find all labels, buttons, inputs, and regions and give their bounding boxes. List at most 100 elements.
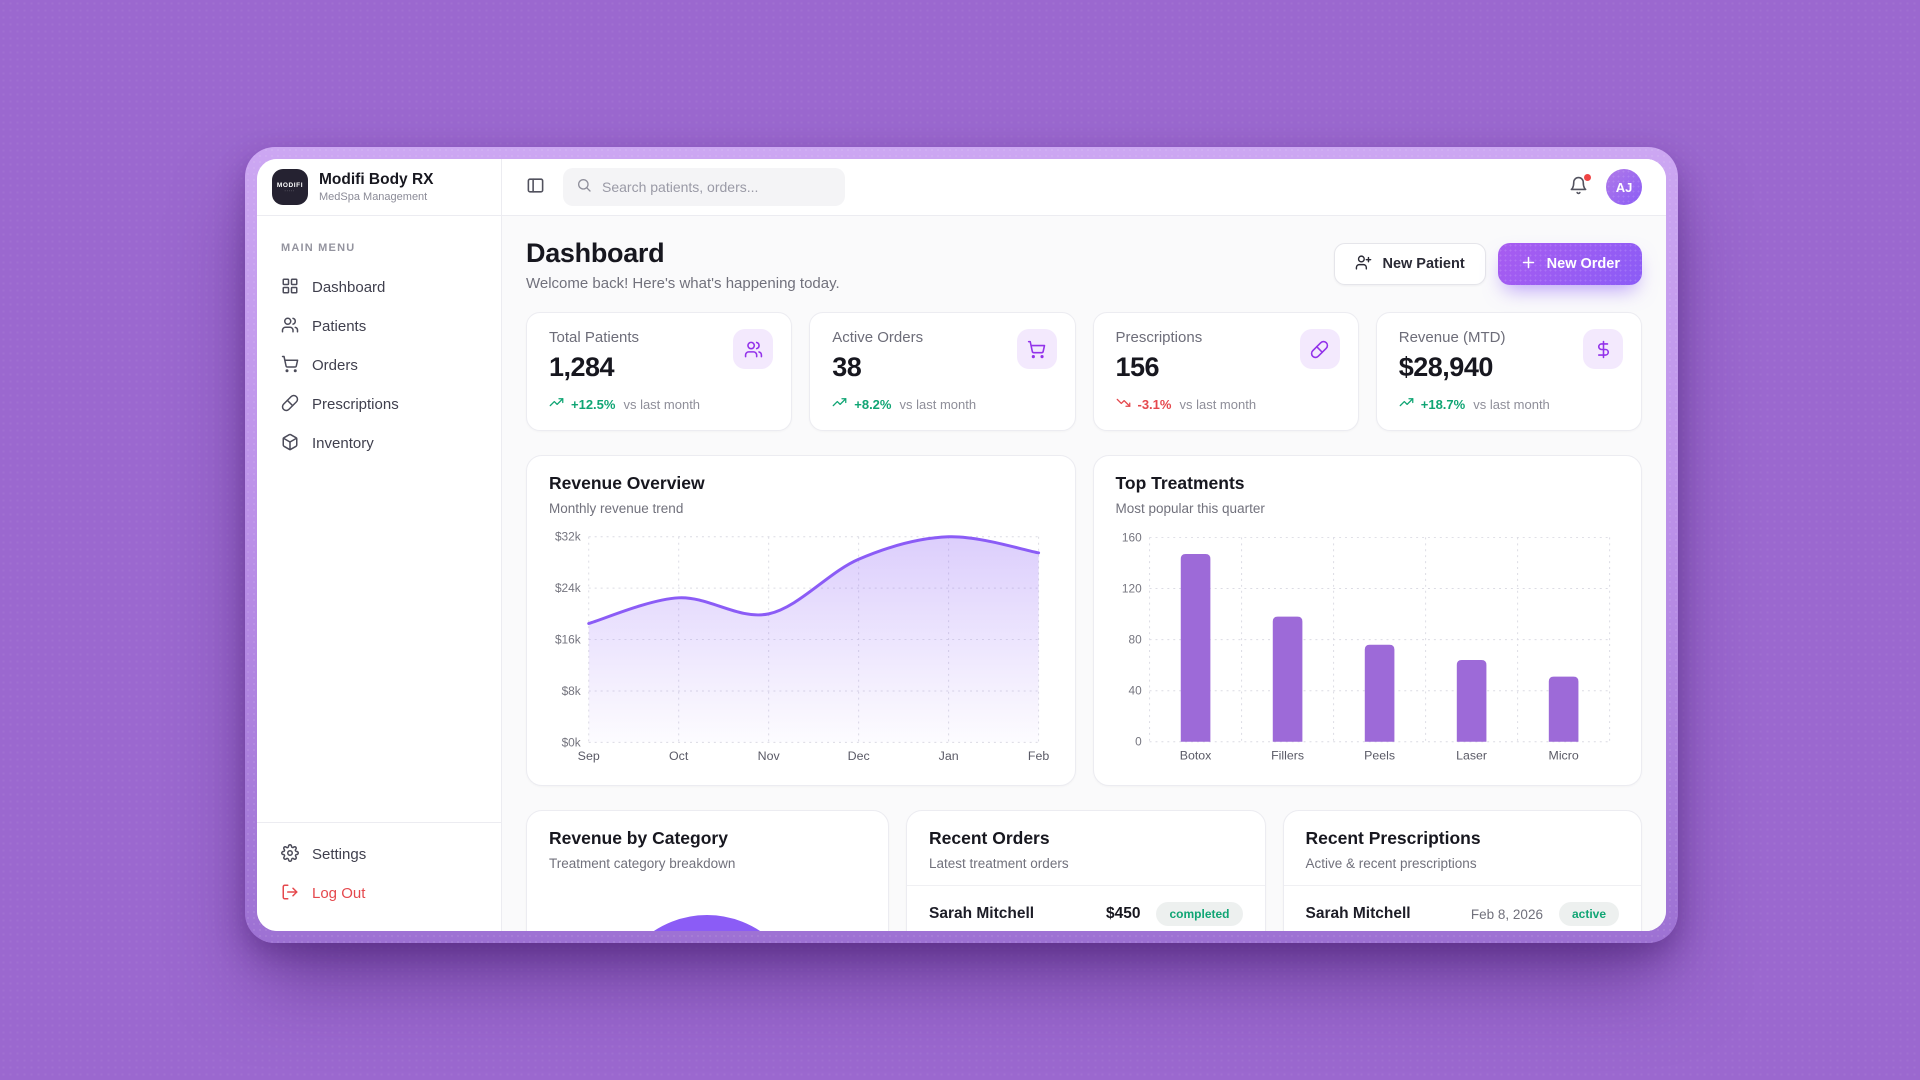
notifications-button[interactable] xyxy=(1569,174,1591,198)
search-input[interactable] xyxy=(602,179,832,195)
logout-icon xyxy=(281,883,299,905)
stat-value: $28,940 xyxy=(1398,352,1494,382)
svg-text:80: 80 xyxy=(1128,633,1142,647)
svg-text:$24k: $24k xyxy=(555,581,581,595)
svg-text:$16k: $16k xyxy=(555,633,581,647)
sidebar-item-patients[interactable]: Patients xyxy=(281,307,477,346)
new-order-label: New Order xyxy=(1546,256,1620,272)
sidebar-footer: Settings Log Out xyxy=(257,822,501,931)
svg-text:Jan: Jan xyxy=(939,749,959,763)
chart-subtitle: Most popular this quarter xyxy=(1115,501,1265,516)
users-icon xyxy=(733,329,774,369)
app-window: MODIFI ····· Modifi Body RX MedSpa Manag… xyxy=(245,147,1678,943)
trend-note: vs last month xyxy=(899,396,977,412)
sidebar-item-dashboard[interactable]: Dashboard xyxy=(281,268,477,307)
recent-orders-card: Recent Orders Latest treatment orders Sa… xyxy=(906,810,1266,931)
stat-label: Active Orders xyxy=(832,329,924,346)
top-treatments-card: Top Treatments Most popular this quarter… xyxy=(1092,455,1642,786)
chart-title: Revenue Overview xyxy=(549,473,705,493)
medspa-app: MODIFI ····· Modifi Body RX MedSpa Manag… xyxy=(257,159,1666,931)
brand: MODIFI ····· Modifi Body RX MedSpa Manag… xyxy=(257,159,501,216)
svg-text:Micro: Micro xyxy=(1548,749,1578,763)
svg-text:Oct: Oct xyxy=(669,749,689,763)
notification-dot xyxy=(1584,174,1591,181)
user-avatar[interactable]: AJ xyxy=(1606,169,1642,205)
svg-text:Dec: Dec xyxy=(848,749,870,763)
chart-title: Top Treatments xyxy=(1115,473,1245,493)
stat-card-revenue: Revenue (MTD) $28,940 +18.7% vs last mon… xyxy=(1375,312,1642,431)
app-logo: MODIFI ····· xyxy=(272,169,308,205)
bell-icon xyxy=(1569,176,1588,198)
logo-text: MODIFI xyxy=(276,181,304,189)
svg-text:$32k: $32k xyxy=(555,530,581,544)
svg-text:Fillers: Fillers xyxy=(1271,749,1304,763)
new-order-button[interactable]: New Order xyxy=(1498,243,1642,285)
order-row: Sarah Mitchell $450 completed xyxy=(929,886,1243,931)
search-icon xyxy=(576,177,592,198)
order-patient-name: Sarah Mitchell xyxy=(929,905,1035,922)
sidebar: MODIFI ····· Modifi Body RX MedSpa Manag… xyxy=(257,159,502,931)
app-tagline: MedSpa Management xyxy=(319,191,428,203)
trend-percent: +8.2% xyxy=(854,396,892,412)
revenue-overview-card: Revenue Overview Monthly revenue trend $… xyxy=(526,455,1076,786)
stat-value: 1,284 xyxy=(549,352,615,382)
svg-text:Laser: Laser xyxy=(1456,749,1487,763)
new-patient-button[interactable]: New Patient xyxy=(1334,243,1486,285)
trending-up-icon xyxy=(1399,395,1414,413)
trend-percent: +12.5% xyxy=(571,396,616,412)
sidebar-item-label: Orders xyxy=(312,357,358,374)
prescription-date: Feb 8, 2026 xyxy=(1470,906,1543,922)
card-title: Recent Prescriptions xyxy=(1305,828,1481,848)
stat-label: Revenue (MTD) xyxy=(1398,329,1506,346)
logout-button[interactable]: Log Out xyxy=(281,874,477,913)
card-title: Recent Orders xyxy=(929,828,1050,848)
revenue-by-category-card: Revenue by Category Treatment category b… xyxy=(526,810,889,931)
stat-label: Prescriptions xyxy=(1115,329,1203,346)
plus-icon xyxy=(1520,254,1537,275)
stat-card-total-patients: Total Patients 1,284 +12.5% vs last mont… xyxy=(526,312,793,431)
divider xyxy=(907,885,1265,886)
svg-text:40: 40 xyxy=(1128,684,1142,698)
sidebar-item-settings[interactable]: Settings xyxy=(281,835,477,874)
card-subtitle: Latest treatment orders xyxy=(929,856,1069,871)
new-patient-label: New Patient xyxy=(1382,256,1465,272)
top-treatments-chart: 0 40 80 120 160 Botox Fillers Peels Laser Micro xyxy=(1121,530,1610,763)
sidebar-item-orders[interactable]: Orders xyxy=(281,346,477,385)
gear-icon xyxy=(281,843,299,866)
svg-text:Nov: Nov xyxy=(758,749,781,763)
stat-card-prescriptions: Prescriptions 156 -3.1% vs last month xyxy=(1092,312,1359,431)
main-nav: MAIN MENU Dashboard Patients Orders Pres… xyxy=(257,216,501,822)
card-title: Revenue by Category xyxy=(549,828,728,848)
top-bar: AJ xyxy=(502,159,1666,216)
layout-grid-icon xyxy=(281,277,299,299)
avatar-initials: AJ xyxy=(1615,179,1633,195)
revenue-category-donut xyxy=(653,915,761,931)
stat-trend: -3.1% vs last month xyxy=(1116,395,1336,413)
user-plus-icon xyxy=(1355,254,1372,275)
sidebar-item-prescriptions[interactable]: Prescriptions xyxy=(281,385,477,424)
sidebar-item-inventory[interactable]: Inventory xyxy=(281,424,477,463)
svg-text:0: 0 xyxy=(1135,735,1142,749)
page-subtitle: Welcome back! Here's what's happening to… xyxy=(526,275,840,292)
stats-row: Total Patients 1,284 +12.5% vs last mont… xyxy=(526,312,1642,431)
prescription-patient-name: Sarah Mitchell xyxy=(1305,905,1411,922)
order-status-badge: completed xyxy=(1156,902,1243,926)
chart-subtitle: Monthly revenue trend xyxy=(549,501,684,516)
stat-value: 156 xyxy=(1115,352,1160,382)
logout-label: Log Out xyxy=(312,885,366,902)
bottom-row: Revenue by Category Treatment category b… xyxy=(526,810,1642,931)
dashboard-content: Dashboard Welcome back! Here's what's ha… xyxy=(502,216,1666,931)
trending-up-icon xyxy=(832,395,847,413)
stat-trend: +8.2% vs last month xyxy=(832,395,1052,413)
search-bar[interactable] xyxy=(563,168,845,206)
trend-note: vs last month xyxy=(1473,396,1550,412)
trend-percent: -3.1% xyxy=(1137,396,1172,412)
recent-prescriptions-card: Recent Prescriptions Active & recent pre… xyxy=(1282,810,1642,931)
stat-value: 38 xyxy=(832,352,862,382)
trend-note: vs last month xyxy=(1179,396,1257,412)
svg-text:160: 160 xyxy=(1121,530,1141,544)
stat-card-active-orders: Active Orders 38 +8.2% vs last month xyxy=(809,312,1076,431)
stat-label: Total Patients xyxy=(549,329,640,346)
sidebar-toggle-button[interactable] xyxy=(526,176,545,198)
page-title: Dashboard xyxy=(526,238,665,268)
